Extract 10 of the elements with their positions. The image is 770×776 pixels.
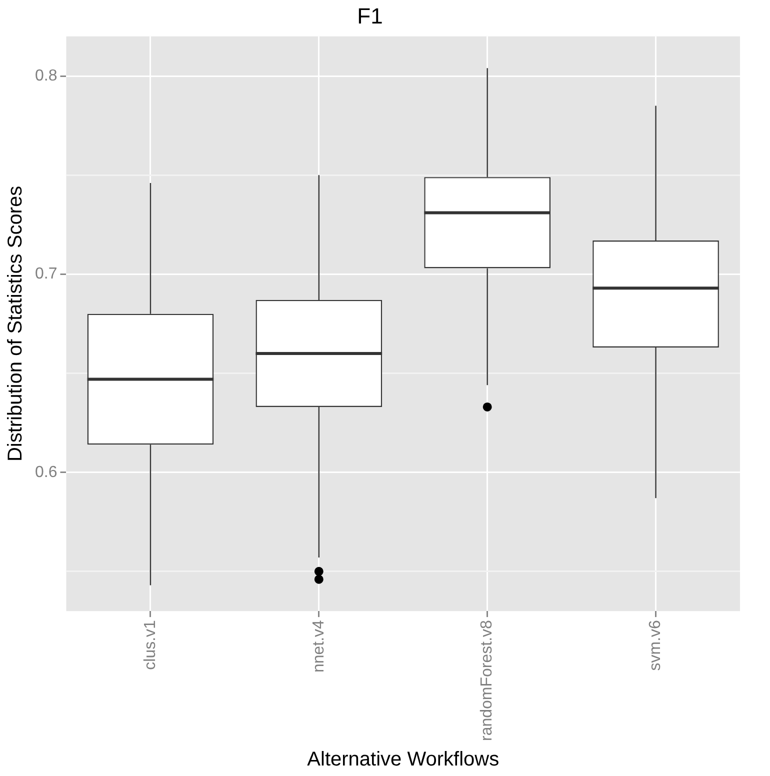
y-axis-title: Distribution of Statistics Scores bbox=[4, 186, 27, 462]
x-tick-label: randomForest.v8 bbox=[478, 620, 496, 741]
y-tick-label: 0.7 bbox=[34, 266, 58, 283]
y-tick-label: 0.8 bbox=[34, 67, 58, 84]
chart-title: F1 bbox=[357, 3, 383, 28]
x-tick-label: svm.v6 bbox=[647, 620, 664, 671]
x-axis-title: Alternative Workflows bbox=[307, 748, 500, 771]
x-tick-label: clus.v1 bbox=[142, 620, 159, 670]
x-tick-label: nnet.v4 bbox=[310, 620, 328, 673]
y-tick-label: 0.6 bbox=[34, 464, 58, 481]
